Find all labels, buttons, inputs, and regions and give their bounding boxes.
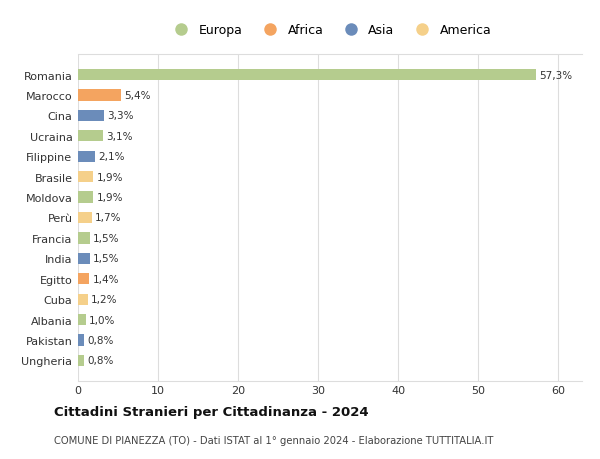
Text: 1,5%: 1,5% (93, 233, 120, 243)
Text: 1,2%: 1,2% (91, 295, 118, 304)
Bar (78, 335, 85, 346)
Text: 1,5%: 1,5% (93, 254, 120, 264)
Text: 0,8%: 0,8% (88, 335, 114, 345)
Text: 1,9%: 1,9% (97, 172, 123, 182)
Text: 1,9%: 1,9% (97, 193, 123, 203)
Bar (78, 274, 89, 285)
Text: 2,1%: 2,1% (98, 152, 125, 162)
Text: Cittadini Stranieri per Cittadinanza - 2024: Cittadini Stranieri per Cittadinanza - 2… (54, 405, 368, 419)
Bar (78, 111, 104, 122)
Text: 3,1%: 3,1% (106, 132, 133, 141)
Text: 1,4%: 1,4% (92, 274, 119, 284)
Bar (78, 172, 93, 183)
Bar (78, 294, 88, 305)
Text: 3,3%: 3,3% (107, 111, 134, 121)
Legend: Europa, Africa, Asia, America: Europa, Africa, Asia, America (164, 19, 496, 42)
Bar (78, 233, 90, 244)
Bar (78, 213, 92, 224)
Bar (78, 151, 95, 162)
Bar (78, 90, 121, 101)
Text: 1,0%: 1,0% (89, 315, 116, 325)
Bar (78, 355, 85, 366)
Bar (78, 253, 90, 264)
Text: COMUNE DI PIANEZZA (TO) - Dati ISTAT al 1° gennaio 2024 - Elaborazione TUTTITALI: COMUNE DI PIANEZZA (TO) - Dati ISTAT al … (54, 435, 493, 445)
Text: 5,4%: 5,4% (124, 91, 151, 101)
Text: 1,7%: 1,7% (95, 213, 121, 223)
Text: 57,3%: 57,3% (539, 71, 573, 80)
Bar (78, 70, 536, 81)
Bar (78, 192, 93, 203)
Bar (78, 314, 86, 325)
Text: 0,8%: 0,8% (88, 356, 114, 365)
Bar (78, 131, 103, 142)
